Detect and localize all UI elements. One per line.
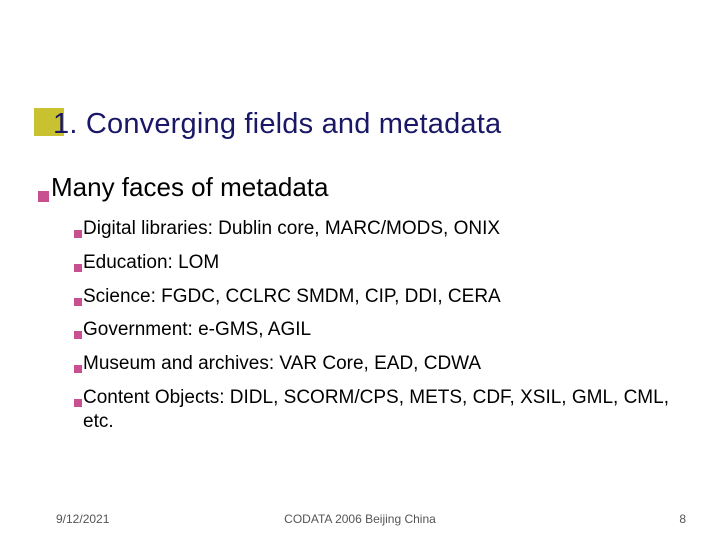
bullet-lvl2: Museum and archives: VAR Core, EAD, CDWA xyxy=(74,352,678,376)
bullet-lvl2: Science: FGDC, CCLRC SMDM, CIP, DDI, CER… xyxy=(74,285,678,309)
bullet-lvl2: Education: LOM xyxy=(74,251,678,275)
bullet-lvl2: Digital libraries: Dublin core, MARC/MOD… xyxy=(74,217,678,241)
bullet-square-icon xyxy=(74,298,82,306)
lvl2-group: Science: FGDC, CCLRC SMDM, CIP, DDI, CER… xyxy=(74,285,678,434)
slide: 1. Converging fields and metadata Many f… xyxy=(0,0,720,540)
lvl2-text: Digital libraries: Dublin core, MARC/MOD… xyxy=(83,217,500,241)
bullet-square-icon xyxy=(74,399,82,407)
bullet-square-icon xyxy=(38,191,49,202)
content-block: Many faces of metadata Digital libraries… xyxy=(38,172,678,443)
bullet-lvl1: Many faces of metadata xyxy=(38,172,678,203)
bullet-square-icon xyxy=(74,230,82,238)
bullet-square-icon xyxy=(74,331,82,339)
footer-center: CODATA 2006 Beijing China xyxy=(0,512,720,526)
lvl2-text: Museum and archives: VAR Core, EAD, CDWA xyxy=(83,352,481,376)
bullet-lvl2: Content Objects: DIDL, SCORM/CPS, METS, … xyxy=(74,386,678,434)
title-block: 1. Converging fields and metadata xyxy=(34,108,501,141)
slide-title: 1. Converging fields and metadata xyxy=(34,108,501,141)
footer-page-number: 8 xyxy=(679,512,686,526)
bullet-square-icon xyxy=(74,264,82,272)
bullet-lvl2: Government: e-GMS, AGIL xyxy=(74,318,678,342)
lvl2-text: Science: FGDC, CCLRC SMDM, CIP, DDI, CER… xyxy=(83,285,501,309)
bullet-square-icon xyxy=(74,365,82,373)
lvl2-text: Content Objects: DIDL, SCORM/CPS, METS, … xyxy=(83,386,678,434)
lvl1-text: Many faces of metadata xyxy=(51,172,328,203)
lvl2-text: Government: e-GMS, AGIL xyxy=(83,318,311,342)
lvl2-text: Education: LOM xyxy=(83,251,219,275)
lvl2-block: Digital libraries: Dublin core, MARC/MOD… xyxy=(74,217,678,433)
